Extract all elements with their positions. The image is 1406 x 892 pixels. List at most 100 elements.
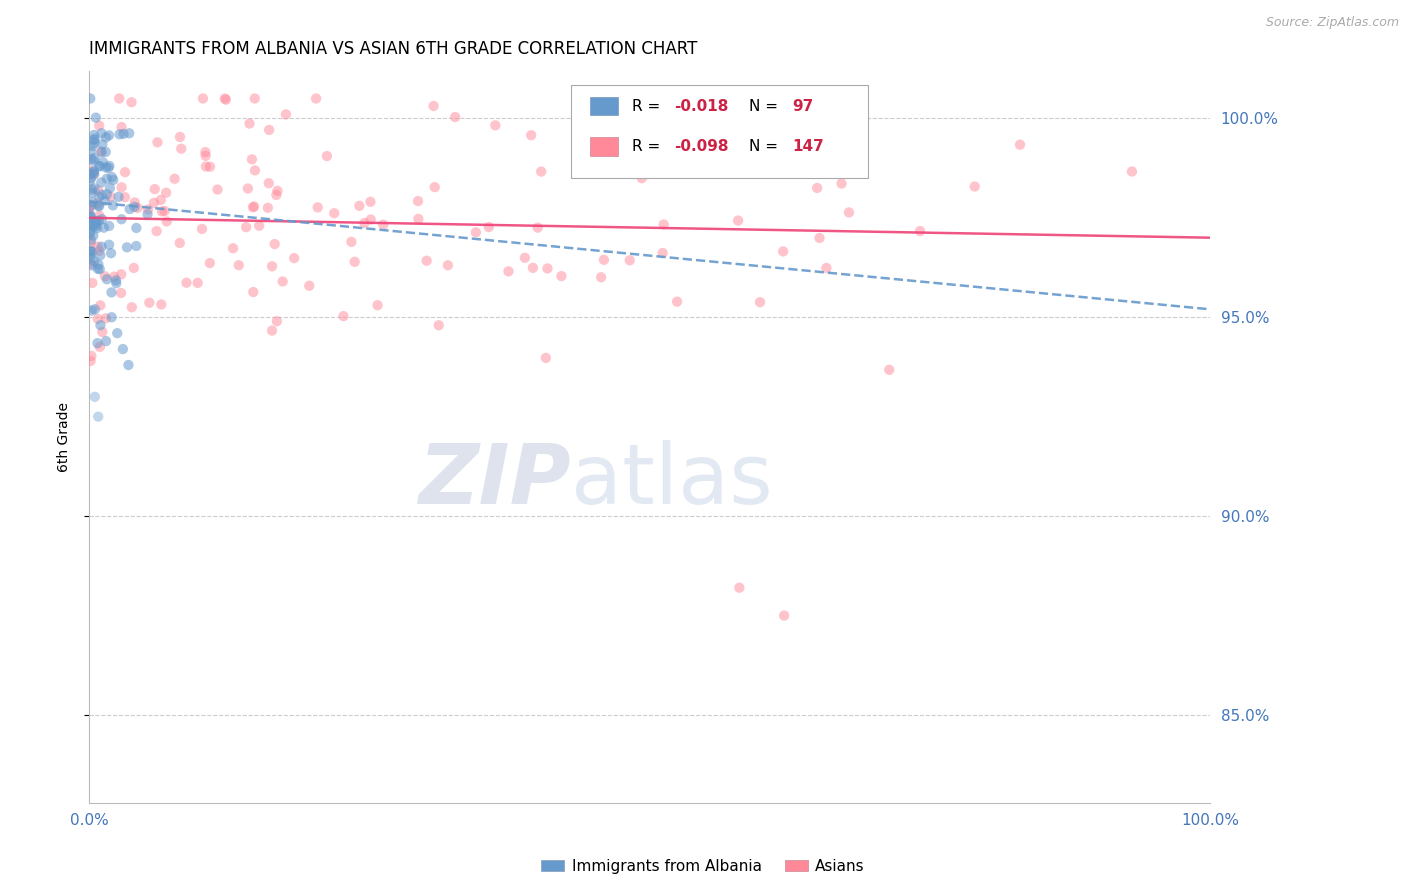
Point: [77, 202, 100, 217]
Point: [498, 264, 520, 278]
Point: [242, 285, 264, 299]
Point: [118, 126, 141, 140]
Point: [96, 272, 118, 286]
Point: [652, 218, 675, 232]
Point: [82, 244, 104, 259]
Point: [146, 136, 169, 150]
Point: [100, 246, 122, 260]
Point: [84, 218, 107, 232]
Point: [153, 204, 176, 219]
Point: [198, 160, 221, 174]
Point: [619, 253, 641, 268]
Point: [423, 180, 446, 194]
Text: 147: 147: [792, 139, 824, 154]
Point: [98, 219, 121, 233]
Point: [464, 225, 486, 239]
Point: [82, 168, 104, 182]
Point: [125, 239, 148, 253]
Text: IMMIGRANTS FROM ALBANIA VS ASIAN 6TH GRADE CORRELATION CHART: IMMIGRANTS FROM ALBANIA VS ASIAN 6TH GRA…: [89, 40, 697, 58]
Point: [142, 195, 165, 210]
Point: [316, 149, 339, 163]
Point: [831, 102, 853, 116]
Point: [406, 194, 429, 208]
Point: [187, 276, 209, 290]
Point: [588, 123, 610, 137]
Point: [415, 253, 437, 268]
Point: [83, 165, 105, 179]
Point: [427, 318, 450, 333]
Point: [87, 214, 110, 228]
Point: [84, 216, 107, 230]
Point: [89, 298, 111, 312]
Point: [105, 326, 128, 341]
Point: [136, 202, 159, 217]
Point: [83, 390, 105, 404]
Point: [583, 157, 606, 171]
Point: [191, 222, 214, 236]
Point: [97, 161, 120, 175]
Point: [727, 213, 749, 227]
Point: [101, 198, 124, 212]
Point: [108, 91, 131, 105]
Point: [815, 260, 838, 275]
Text: -0.018: -0.018: [675, 99, 728, 113]
Point: [83, 164, 105, 178]
Point: [80, 198, 103, 212]
Point: [359, 194, 381, 209]
Point: [591, 270, 613, 285]
Point: [79, 257, 101, 271]
Point: [79, 174, 101, 188]
Point: [79, 354, 101, 368]
Point: [257, 123, 280, 137]
Point: [143, 182, 166, 196]
FancyBboxPatch shape: [591, 97, 619, 115]
Point: [91, 212, 114, 227]
Point: [236, 181, 259, 195]
Point: [83, 151, 105, 165]
Point: [80, 210, 103, 224]
Point: [260, 260, 283, 274]
Point: [84, 111, 107, 125]
Text: ZIP: ZIP: [419, 440, 571, 521]
Point: [80, 171, 103, 186]
Point: [79, 217, 101, 231]
Point: [79, 224, 101, 238]
Text: N =: N =: [749, 139, 783, 154]
Y-axis label: 6th Grade: 6th Grade: [58, 401, 72, 472]
Point: [145, 224, 167, 238]
Point: [349, 199, 371, 213]
Point: [94, 161, 117, 175]
Point: [80, 233, 103, 247]
Point: [80, 218, 103, 232]
Point: [86, 221, 108, 235]
Point: [198, 256, 221, 270]
Point: [908, 224, 931, 238]
Point: [283, 251, 305, 265]
Point: [80, 303, 103, 318]
Point: [247, 219, 270, 233]
Point: [444, 110, 467, 124]
Point: [89, 340, 111, 354]
Point: [437, 258, 460, 272]
Point: [89, 209, 111, 223]
Point: [260, 324, 283, 338]
Point: [115, 240, 138, 254]
Point: [98, 159, 121, 173]
Point: [114, 190, 136, 204]
Point: [87, 257, 110, 271]
Point: [808, 231, 831, 245]
Point: [89, 159, 111, 173]
Point: [191, 91, 214, 105]
Point: [89, 159, 111, 173]
Point: [94, 130, 117, 145]
Point: [243, 163, 266, 178]
Point: [110, 212, 132, 227]
Point: [666, 294, 689, 309]
Point: [83, 136, 105, 150]
Point: [121, 300, 143, 314]
Point: [110, 285, 132, 300]
Point: [90, 145, 112, 159]
Point: [155, 186, 177, 200]
Point: [83, 131, 105, 145]
Point: [963, 179, 986, 194]
